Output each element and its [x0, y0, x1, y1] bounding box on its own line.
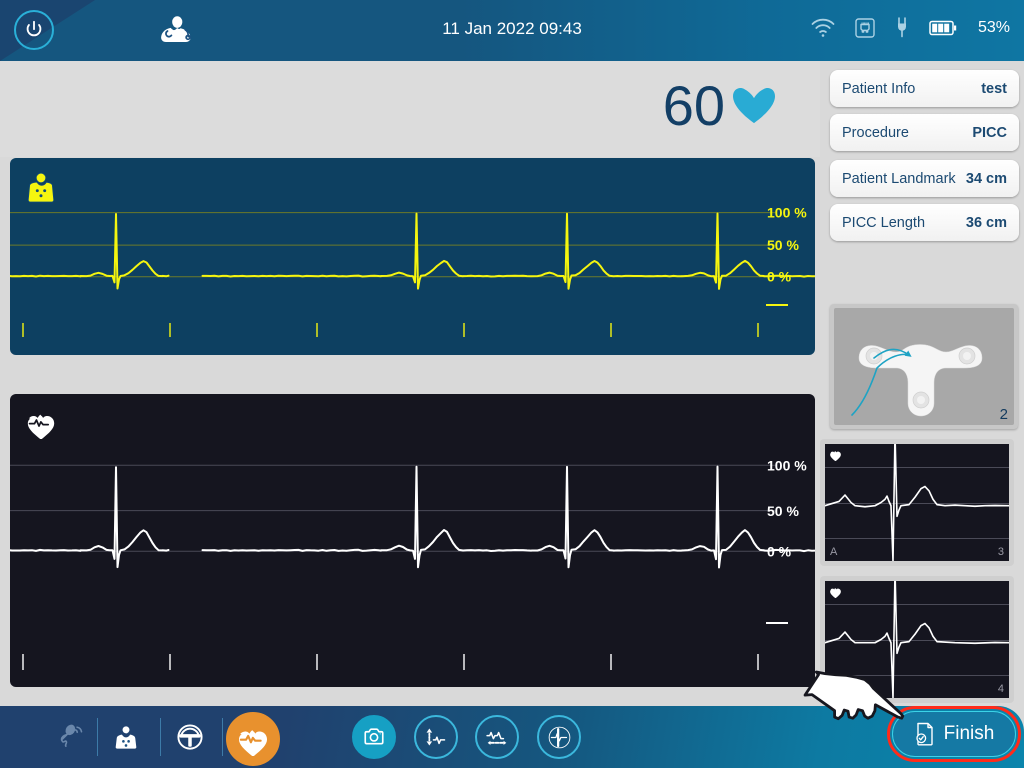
svg-text:100 %: 100 %	[767, 458, 807, 474]
svg-text:0 %: 0 %	[767, 544, 792, 560]
svg-text:50 %: 50 %	[767, 237, 799, 253]
svg-text:50 %: 50 %	[767, 503, 799, 519]
svg-text:100 %: 100 %	[767, 205, 807, 221]
